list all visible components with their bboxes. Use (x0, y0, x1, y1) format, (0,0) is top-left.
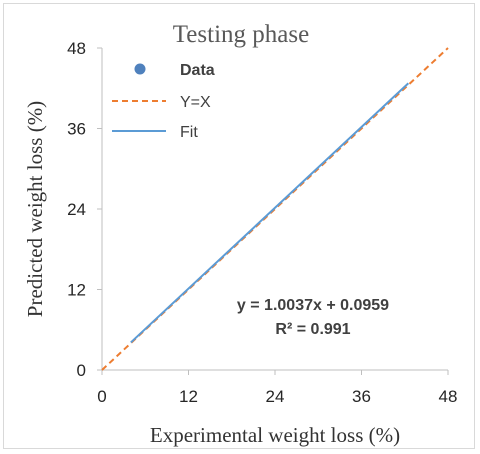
legend-data-marker (134, 63, 146, 75)
y-tick-label: 48 (67, 39, 86, 58)
chart-frame (3, 3, 475, 449)
x-axis-label: Experimental weight loss (%) (150, 423, 400, 447)
r-squared: R² = 0.991 (275, 321, 350, 338)
x-tick-label: 0 (97, 387, 106, 406)
chart-title: Testing phase (173, 21, 309, 48)
identity-line (101, 47, 449, 371)
x-tick-label: 12 (179, 387, 198, 406)
y-tick-label: 0 (77, 361, 86, 380)
x-tick-label: 36 (352, 387, 371, 406)
fit-line (130, 82, 410, 344)
ticks-layer: 0 12 24 36 48 0 12 24 36 48 (67, 39, 457, 406)
legend-label-data: Data (180, 62, 215, 79)
y-axis-label: Predicted weight loss (%) (23, 101, 47, 317)
series-layer (101, 47, 449, 371)
legend-label-fit: Fit (180, 124, 198, 141)
legend-label-yx: Y=X (180, 94, 211, 111)
x-tick-label: 48 (439, 387, 458, 406)
legend: Data Y=X Fit (112, 62, 215, 141)
y-tick-label: 12 (67, 281, 86, 300)
x-tick-label: 24 (266, 387, 285, 406)
fit-equation: y = 1.0037x + 0.0959 (237, 297, 389, 314)
y-tick-label: 36 (67, 120, 86, 139)
y-tick-label: 24 (67, 200, 86, 219)
